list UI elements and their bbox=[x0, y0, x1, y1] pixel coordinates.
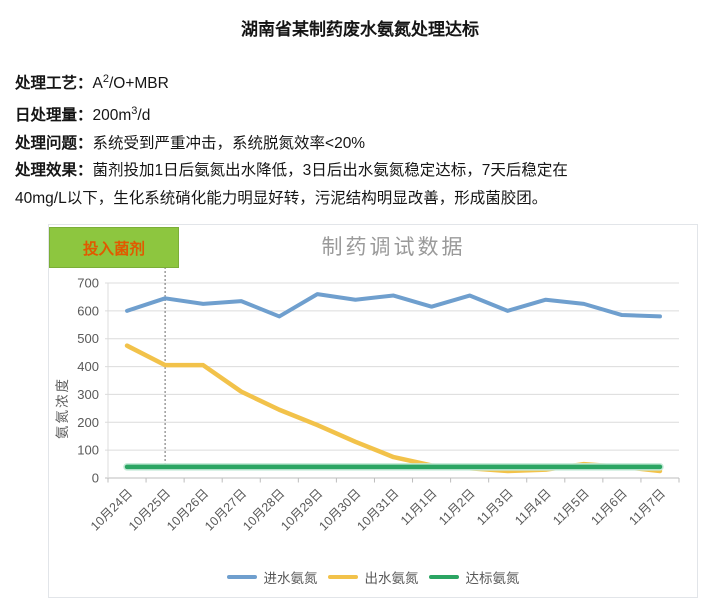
y-tick-label: 600 bbox=[77, 303, 99, 318]
legend-item-outflow: 出水氨氮 bbox=[327, 567, 419, 587]
annotation-badge: 投入菌剂 bbox=[49, 227, 179, 268]
x-tick-label: 11月7日 bbox=[626, 486, 668, 528]
info-value-capacity-rest: /d bbox=[137, 106, 151, 124]
y-tick-label: 500 bbox=[77, 331, 99, 346]
legend: 进水氨氮 出水氨氮 达标氨氮 bbox=[49, 567, 697, 587]
legend-swatch-inflow bbox=[226, 575, 257, 579]
info-value-capacity: 200m bbox=[92, 106, 132, 124]
legend-item-inflow: 进水氨氮 bbox=[226, 567, 318, 587]
y-tick-label: 400 bbox=[77, 359, 99, 374]
legend-swatch-standard bbox=[428, 575, 459, 579]
chart-title: 制药调试数据 bbox=[321, 235, 466, 259]
x-tick-label: 11月3日 bbox=[474, 486, 516, 528]
superscript: 2 bbox=[102, 73, 109, 85]
legend-label: 达标氨氮 bbox=[465, 571, 520, 586]
series-line-inflow bbox=[125, 292, 662, 319]
info-line-effect: 处理效果：菌剂投加1日后氨氮出水降低，3日后出水氨氮稳定达标，7天后稳定在 40m… bbox=[15, 157, 715, 212]
info-value-process-rest: /O+MBR bbox=[108, 75, 169, 93]
chart: 0 100 200 300 400 500 600 700 10月24日 10月25日 10月26日… bbox=[48, 224, 698, 598]
superscript: 3 bbox=[131, 104, 138, 117]
legend-label: 出水氨氮 bbox=[364, 571, 419, 586]
page-title: 湖南省某制药废水氨氮处理达标 bbox=[241, 20, 479, 39]
info-value-effect-line1: 菌剂投加1日后氨氮出水降低，3日后出水氨氮稳定达标，7天后稳定在 bbox=[92, 162, 568, 180]
info-label-process: 处理工艺： bbox=[15, 75, 93, 93]
legend-item-standard: 达标氨氮 bbox=[428, 567, 520, 587]
legend-swatch-outflow bbox=[327, 575, 358, 579]
y-tick-label: 200 bbox=[77, 415, 99, 430]
info-line-capacity: 日处理量：200m3/d bbox=[15, 98, 715, 130]
info-value-effect-line2: 40mg/L以下，生化系统硝化能力明显好转，污泥结构明显改善，形成菌胶团。 bbox=[15, 189, 548, 207]
x-tick-label: 10月31日 bbox=[354, 486, 401, 533]
x-tick-label: 11月4日 bbox=[512, 486, 554, 528]
x-tick-label: 11月6日 bbox=[588, 486, 630, 528]
y-tick-label: 700 bbox=[77, 276, 99, 291]
info-label-capacity: 日处理量： bbox=[15, 106, 93, 124]
x-tick-label: 11月5日 bbox=[550, 486, 592, 528]
info-section: 处理工艺：A2/O+MBR 日处理量：200m3/d 处理问题：系统受到严重冲击… bbox=[15, 66, 715, 212]
x-tick-label: 11月1日 bbox=[398, 486, 440, 528]
info-line-process: 处理工艺：A2/O+MBR bbox=[15, 66, 715, 98]
info-line-problem: 处理问题：系统受到严重冲击，系统脱氮效率<20% bbox=[15, 130, 715, 158]
info-value-problem: 系统受到严重冲击，系统脱氮效率<20% bbox=[92, 134, 366, 152]
info-value-process: A bbox=[92, 75, 103, 93]
chart-plot-area: 010020030040050060070010月24日10月25日10月26日… bbox=[77, 231, 680, 533]
series-line-outflow bbox=[124, 343, 663, 474]
y-tick-label: 300 bbox=[77, 387, 99, 402]
y-axis-title: 氨氮浓度 bbox=[55, 377, 70, 439]
info-label-effect: 处理效果： bbox=[15, 162, 93, 180]
x-tick-label: 11月2日 bbox=[436, 486, 478, 528]
info-label-problem: 处理问题： bbox=[15, 134, 93, 152]
y-tick-label: 0 bbox=[92, 471, 99, 486]
legend-label: 进水氨氮 bbox=[263, 571, 318, 586]
y-tick-label: 100 bbox=[77, 443, 99, 458]
